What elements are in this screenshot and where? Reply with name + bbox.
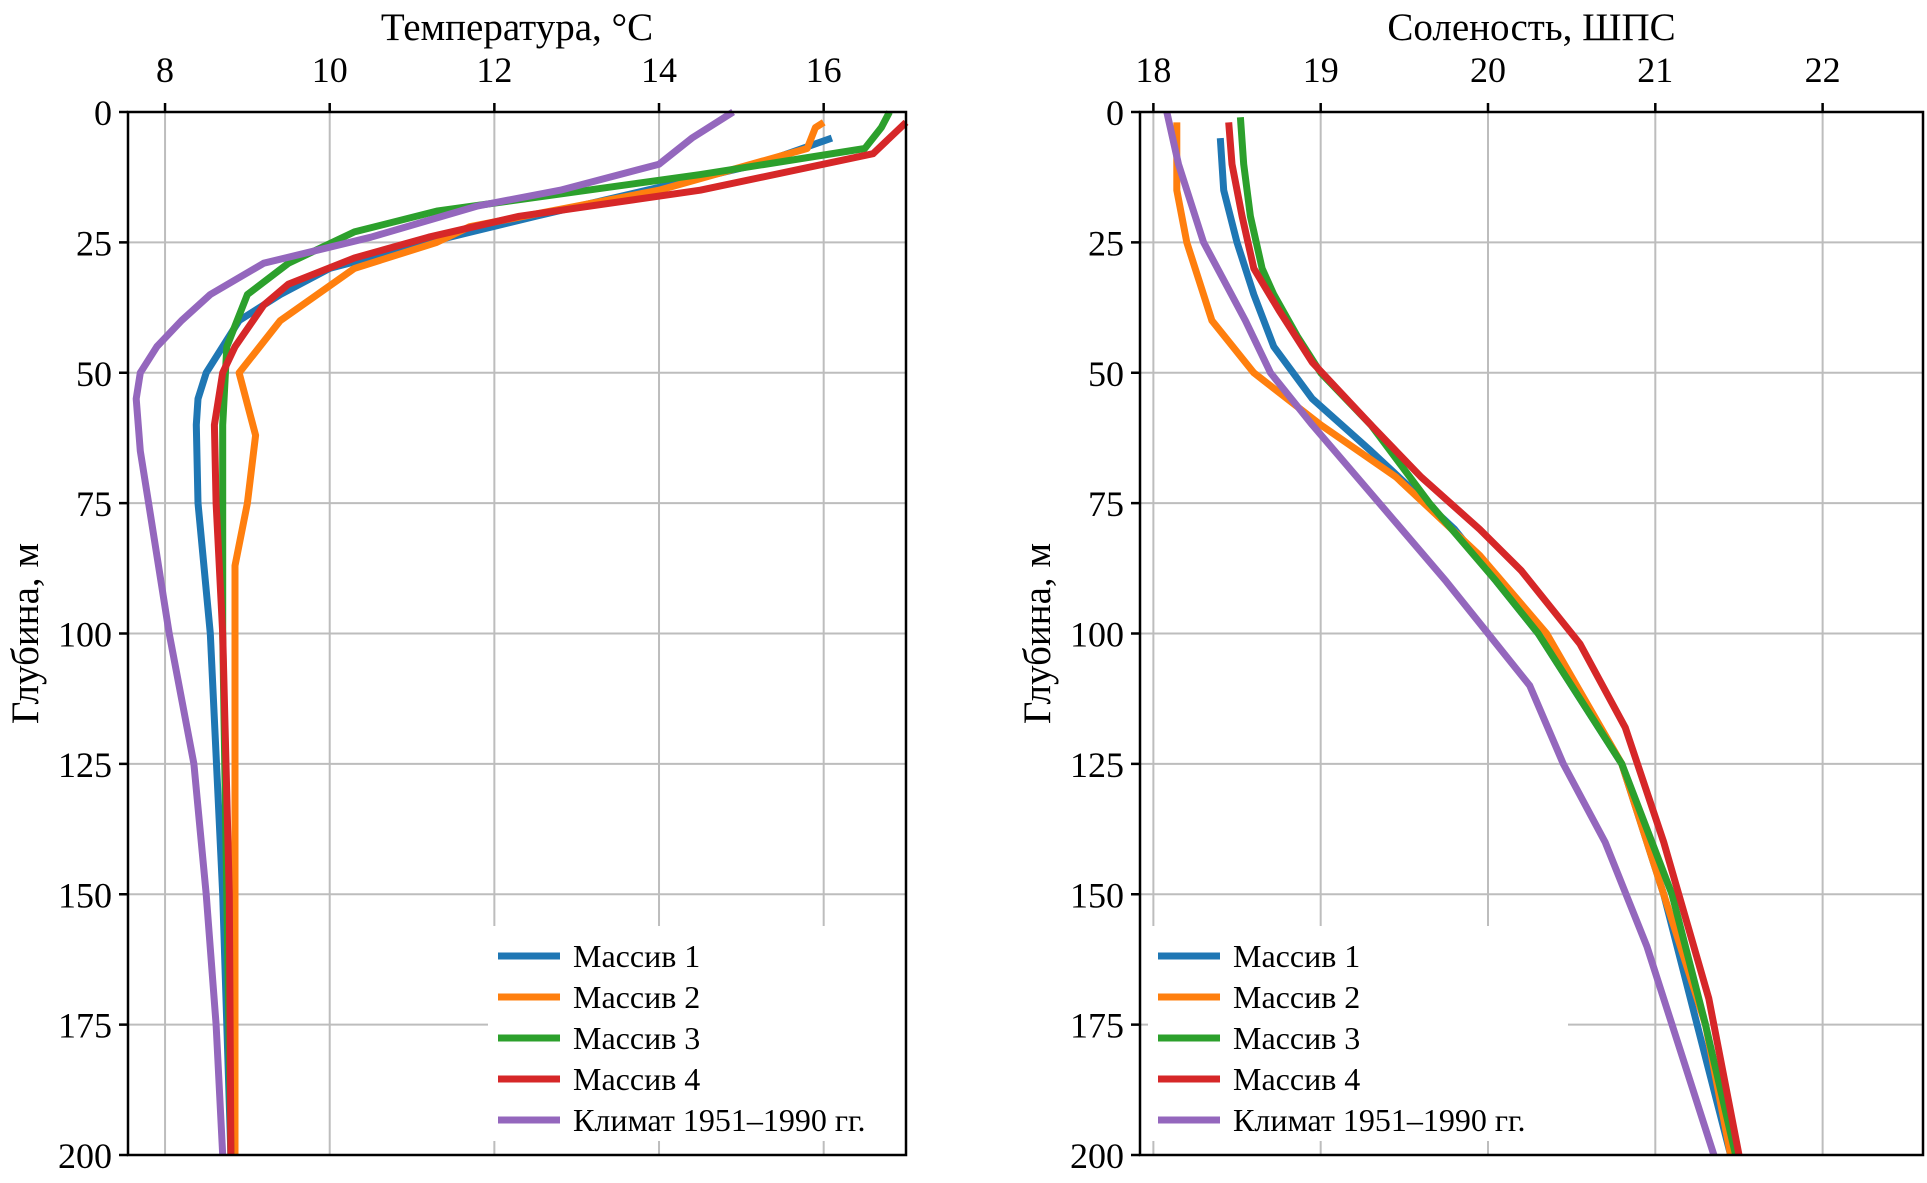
legend-label: Климат 1951–1990 гг. <box>573 1102 865 1138</box>
legend-label: Массив 2 <box>1233 979 1360 1015</box>
legend-label: Климат 1951–1990 гг. <box>1233 1102 1525 1138</box>
series-line-2 <box>1173 122 1735 1156</box>
y-tick-label: 200 <box>1070 1136 1124 1176</box>
y-tick-label: 0 <box>1106 93 1124 133</box>
legend-label: Массив 4 <box>573 1061 700 1097</box>
x-tick-label: 8 <box>156 50 174 90</box>
y-tick-label: 25 <box>1088 223 1124 263</box>
y-tick-label: 75 <box>1088 484 1124 524</box>
y-tick-label: 200 <box>58 1136 112 1176</box>
y-tick-label: 175 <box>58 1006 112 1046</box>
y-tick-label: 0 <box>94 93 112 133</box>
y-tick-label: 50 <box>1088 354 1124 394</box>
y-tick-label: 125 <box>1070 745 1124 785</box>
y-tick-label: 75 <box>76 484 112 524</box>
series-line-4 <box>210 119 909 1156</box>
y-tick-label: 150 <box>1070 875 1124 915</box>
x-tick-label: 10 <box>312 50 348 90</box>
y-tick-label: 100 <box>58 615 112 655</box>
y-tick-label: 125 <box>58 745 112 785</box>
legend-label: Массив 4 <box>1233 1061 1360 1097</box>
x-tick-label: 18 <box>1135 50 1171 90</box>
panel-temperature: Массив 1 Массив 2 Массив 3 Массив 4 Климат 1… <box>4 6 909 1176</box>
legend-label: Массив 1 <box>573 938 700 974</box>
x-axis-title: Соленость, ШПС <box>1387 6 1675 49</box>
x-tick-label: 12 <box>476 50 512 90</box>
y-tick-label: 175 <box>1070 1006 1124 1046</box>
legend-label: Массив 2 <box>573 979 700 1015</box>
y-tick-label: 100 <box>1070 615 1124 655</box>
y-tick-label: 150 <box>58 875 112 915</box>
x-tick-label: 20 <box>1470 50 1506 90</box>
legend-box <box>1148 926 1568 1141</box>
legend-box <box>488 926 908 1141</box>
legend-label: Массив 3 <box>573 1020 700 1056</box>
x-tick-label: 19 <box>1303 50 1339 90</box>
x-axis-title: Температура, °C <box>381 6 653 49</box>
series-line-5 <box>1163 111 1718 1157</box>
x-tick-label: 14 <box>641 50 677 90</box>
series-line-4 <box>1225 122 1743 1156</box>
series-line-5 <box>132 109 735 1156</box>
y-tick-label: 25 <box>76 223 112 263</box>
panel-salinity: Массив 1 Массив 2 Массив 3 Массив 4 Климат 1… <box>1016 6 1925 1176</box>
x-tick-label: 16 <box>806 50 842 90</box>
x-tick-label: 21 <box>1637 50 1673 90</box>
y-tick-label: 50 <box>76 354 112 394</box>
legend-label: Массив 1 <box>1233 938 1360 974</box>
x-tick-label: 22 <box>1805 50 1841 90</box>
y-axis-title: Глубина, м <box>4 543 47 724</box>
legend-label: Массив 3 <box>1233 1020 1360 1056</box>
y-axis-title: Глубина, м <box>1016 543 1059 724</box>
